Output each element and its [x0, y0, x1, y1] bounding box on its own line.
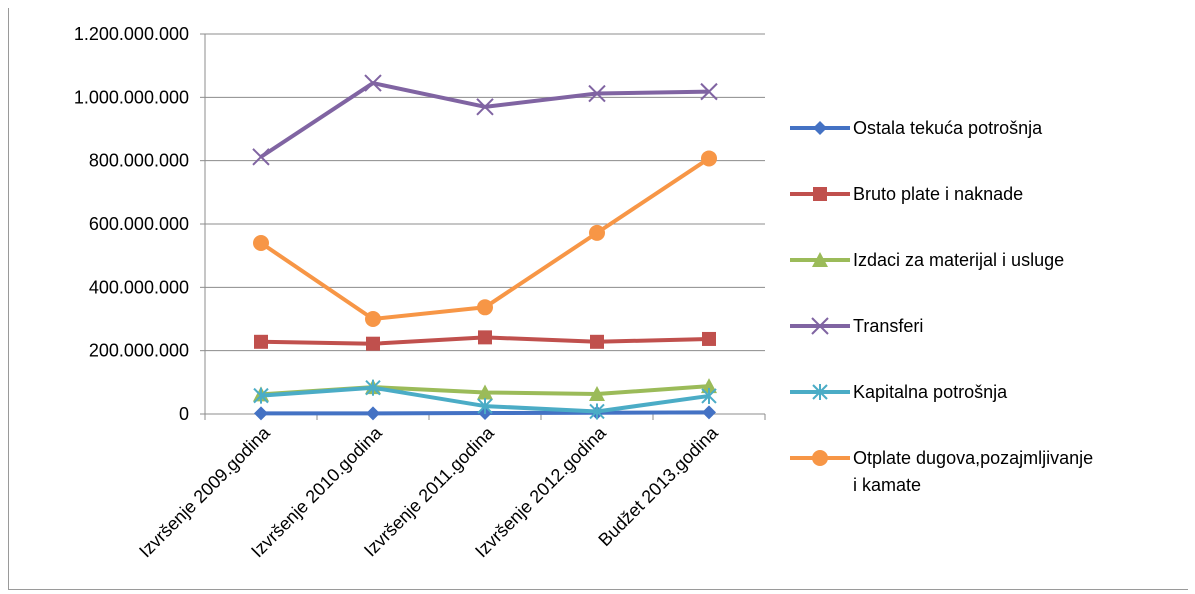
data-point: [812, 252, 828, 267]
marker-stroke: [811, 317, 829, 335]
series-3: [252, 74, 718, 166]
y-tick-label: 400.000.000: [89, 277, 189, 297]
data-point: [588, 84, 606, 103]
data-point: [811, 317, 829, 335]
data-point: [253, 235, 269, 251]
x-tick-label: Izvršenje 2012.godina: [471, 422, 610, 561]
data-point: [589, 403, 605, 420]
legend-label: Ostala tekuća potrošnja: [853, 118, 1043, 138]
marker-stroke: [700, 82, 718, 101]
data-point: [365, 379, 381, 396]
data-point: [476, 98, 494, 116]
marker-stroke: [588, 84, 606, 103]
data-point: [478, 330, 492, 345]
y-tick-label: 1.200.000.000: [74, 24, 189, 44]
data-point: [701, 150, 717, 167]
series-layer: [252, 74, 718, 421]
y-tick-label: 600.000.000: [89, 214, 189, 234]
chart-frame: [8, 8, 1188, 590]
data-point: [252, 148, 270, 166]
data-point: [477, 384, 493, 400]
legend-label: Otplate dugova,pozajmljivanje: [853, 448, 1093, 468]
legend-label: Transferi: [853, 316, 923, 336]
data-point: [702, 405, 716, 420]
legend-item: Ostala tekuća potrošnja: [790, 118, 1043, 138]
legend-item: Izdaci za materijal i usluge: [790, 250, 1064, 270]
data-point: [590, 334, 604, 349]
x-tick-label: Budžet 2013.godina: [594, 422, 722, 550]
legend-item: Kapitalna potrošnja: [790, 382, 1008, 402]
legend-item: Bruto plate i naknade: [790, 184, 1023, 204]
data-point: [254, 334, 268, 349]
series-line: [259, 81, 710, 159]
series-4: [253, 379, 717, 420]
data-point: [253, 387, 269, 404]
y-tick-label: 0: [179, 404, 189, 424]
data-point: [366, 406, 380, 421]
data-point: [254, 406, 268, 421]
data-point: [589, 386, 605, 402]
data-point: [702, 331, 716, 346]
marker-stroke: [476, 98, 494, 116]
data-point: [701, 387, 717, 404]
data-point: [700, 82, 718, 101]
legend-label: Izdaci za materijal i usluge: [853, 250, 1064, 270]
data-point: [701, 378, 717, 394]
data-point: [477, 299, 493, 316]
legend-label: i kamate: [853, 475, 921, 495]
y-tick-label: 800.000.000: [89, 151, 189, 171]
marker-stroke: [252, 148, 270, 166]
data-point: [364, 74, 382, 92]
legend-item: Otplate dugova,pozajmljivanje i kamate: [790, 448, 1093, 495]
series-5: [253, 150, 717, 327]
marker-stroke: [364, 74, 382, 92]
data-point: [813, 187, 827, 201]
data-point: [589, 224, 605, 241]
legend-item: Transferi: [790, 316, 923, 336]
y-tick-label: 200.000.000: [89, 341, 189, 361]
legend-label: Bruto plate i naknade: [853, 184, 1023, 204]
series-1: [254, 330, 716, 351]
y-tick-label: 1.000.000.000: [74, 87, 189, 107]
data-point: [477, 398, 493, 415]
data-point: [812, 450, 828, 466]
legend-label: Kapitalna potrošnja: [853, 382, 1008, 402]
data-point: [813, 121, 827, 135]
data-point: [366, 336, 380, 351]
data-point: [365, 311, 381, 327]
legend: Ostala tekuća potrošnja Bruto plate i nak…: [790, 118, 1093, 495]
data-point: [812, 384, 828, 400]
series-line: [259, 156, 711, 321]
y-axis-ticks: 0 200.000.000 400.000.000 600.000.000 800.00…: [74, 24, 189, 424]
